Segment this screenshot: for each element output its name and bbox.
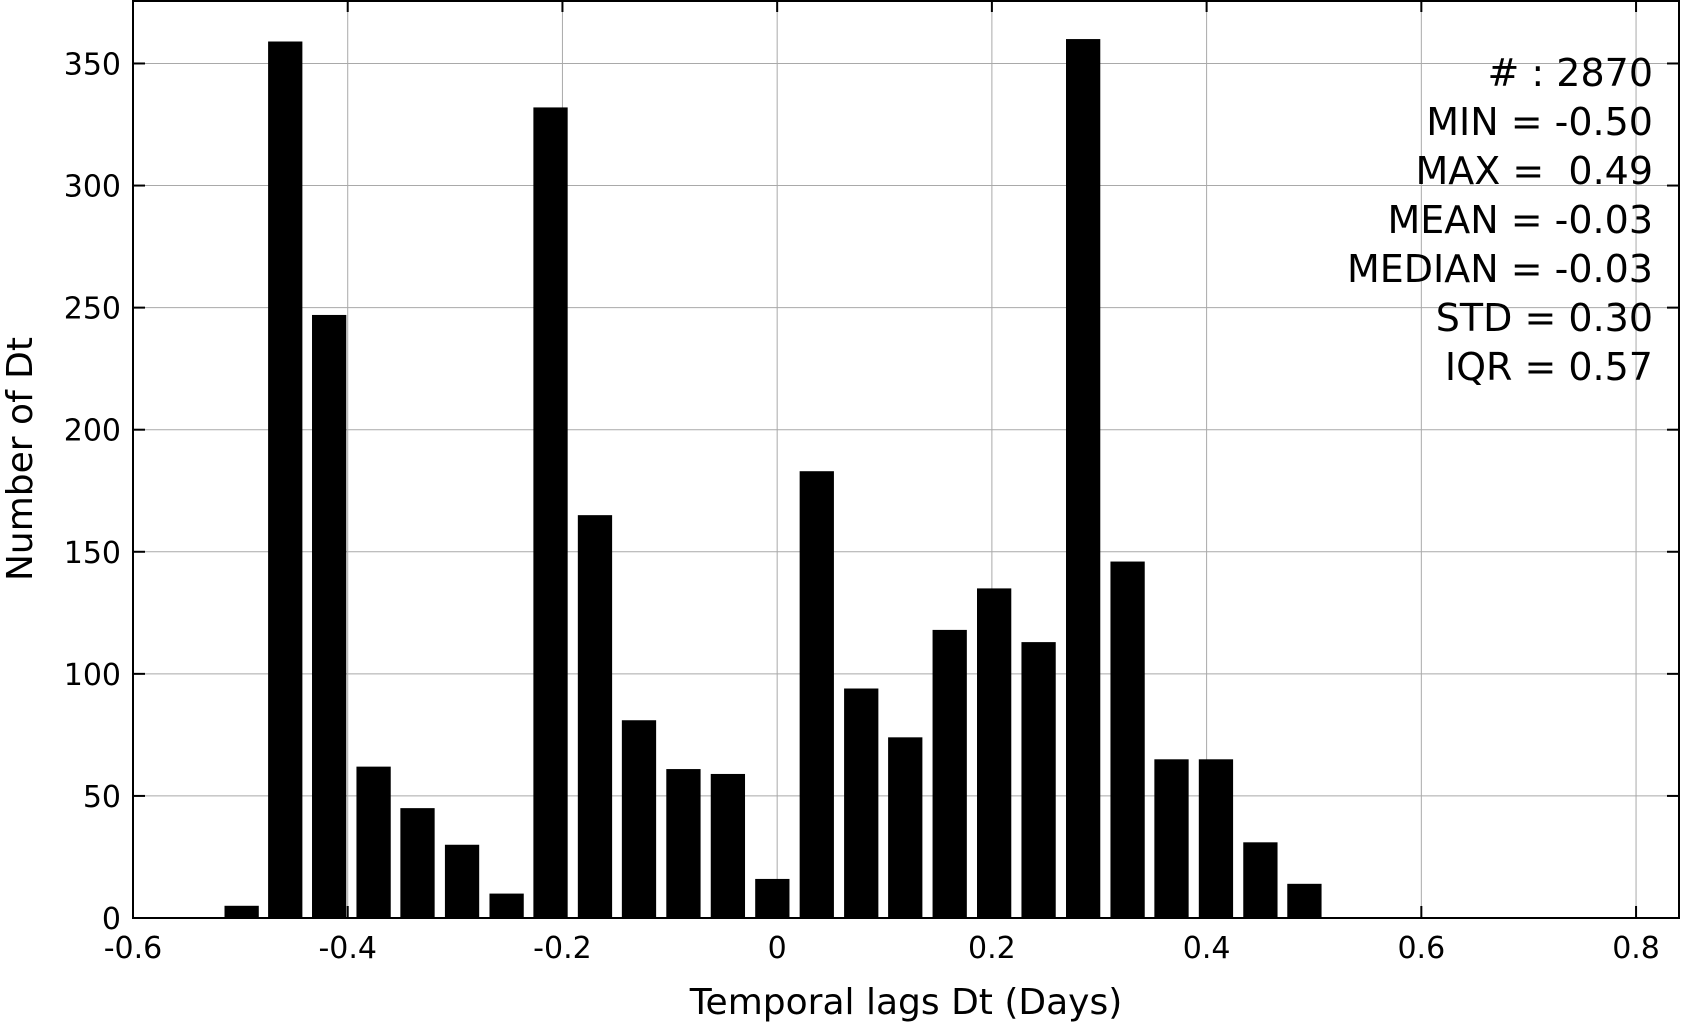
x-tick-label: -0.2 [533, 931, 592, 966]
histogram-bar [1243, 842, 1278, 918]
histogram-bar [888, 737, 923, 918]
y-axis-tick-labels: 0 50 100 150 200 250 300 350 [64, 47, 121, 937]
y-tick-label: 300 [64, 170, 121, 205]
x-axis-label: Temporal lags Dt (Days) [689, 982, 1123, 1023]
y-tick-label: 0 [102, 902, 121, 937]
histogram-bar [1021, 642, 1056, 918]
histogram-bar [932, 629, 967, 918]
x-tick-label: -0.6 [104, 931, 163, 966]
histogram-bar [977, 588, 1012, 918]
histogram-bar [666, 769, 701, 918]
y-tick-label: 50 [83, 780, 121, 815]
x-tick-label: 0.8 [1612, 931, 1660, 966]
histogram-bar [799, 471, 834, 918]
histogram-bar [444, 844, 480, 918]
histogram-bar [1154, 759, 1189, 918]
histogram-bar [1066, 39, 1101, 918]
y-tick-label: 350 [64, 47, 121, 82]
y-tick-label: 200 [64, 414, 121, 449]
statistic-line: MIN = -0.50 [1426, 100, 1653, 144]
statistic-line: # : 2870 [1487, 51, 1653, 95]
histogram-bar [710, 773, 746, 918]
plot-area-frame [132, 0, 1680, 919]
x-axis-tick-labels: -0.6 -0.4 -0.2 0 0.2 0.4 0.6 0.8 [104, 931, 1660, 966]
x-tick-label: 0.2 [968, 931, 1016, 966]
y-tick-label: 100 [64, 658, 121, 693]
statistic-line: MAX = 0.49 [1416, 149, 1654, 193]
statistic-line: MEDIAN = -0.03 [1347, 247, 1653, 291]
statistic-line: MEAN = -0.03 [1387, 198, 1653, 242]
histogram-bar [533, 107, 568, 918]
x-tick-label: -0.4 [318, 931, 377, 966]
histogram-bar [400, 808, 435, 918]
histogram-bar [312, 314, 347, 918]
histogram-bar [1198, 759, 1234, 918]
y-tick-label: 250 [64, 292, 121, 327]
histogram-bar [577, 515, 613, 918]
grid-lines [132, 0, 1679, 919]
histogram-bar [755, 878, 790, 918]
histogram-bar [489, 893, 524, 918]
axis-ticks [132, 0, 1679, 919]
histogram-bar [844, 688, 879, 918]
histogram-bar [224, 905, 259, 918]
statistics-annotation-box: # : 2870 MIN = -0.50 MAX = 0.49 MEAN = -0.0… [1347, 51, 1653, 389]
x-tick-label: 0.6 [1397, 931, 1445, 966]
y-tick-label: 150 [64, 536, 121, 571]
y-axis-label: Number of Dt [0, 337, 41, 581]
histogram-bar [268, 41, 303, 919]
histogram-bar [1287, 883, 1322, 918]
histogram-bar [1110, 561, 1145, 918]
bar-series [224, 39, 1322, 919]
x-tick-label: 0.4 [1183, 931, 1231, 966]
statistic-line: IQR = 0.57 [1445, 345, 1653, 389]
statistic-line: STD = 0.30 [1436, 296, 1653, 340]
histogram-bar [621, 720, 657, 918]
x-tick-label: 0 [768, 931, 787, 966]
histogram-bar [356, 766, 391, 918]
